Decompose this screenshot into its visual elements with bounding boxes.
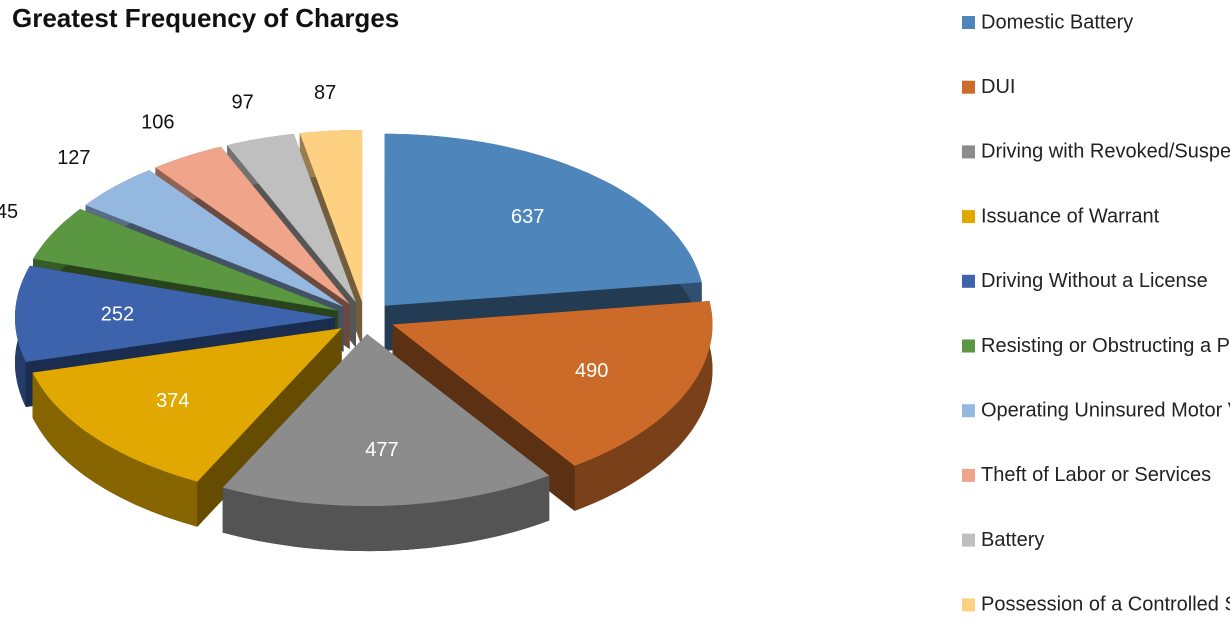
value-label: 374 xyxy=(156,390,189,412)
legend-label: Operating Uninsured Motor Vehicle xyxy=(981,399,1230,421)
value-label: 97 xyxy=(232,91,254,113)
slice-top xyxy=(155,146,350,305)
legend-swatch xyxy=(962,404,975,418)
legend-label: Resisting or Obstructing a Peace Officer xyxy=(981,335,1230,357)
legend-swatch xyxy=(962,274,975,288)
value-label: 127 xyxy=(57,147,90,169)
value-label: 477 xyxy=(365,439,398,461)
legend-swatch xyxy=(962,468,975,482)
slice xyxy=(392,301,713,511)
value-label: 106 xyxy=(141,112,174,134)
value-label: 490 xyxy=(575,360,608,382)
slice xyxy=(222,334,550,552)
legend-label: Driving with Revoked/Suspended License xyxy=(981,141,1230,163)
slice-top xyxy=(15,265,335,362)
legend-label: Theft of Labor or Services xyxy=(981,464,1211,486)
legend-label: DUI xyxy=(981,76,1015,98)
value-label: 87 xyxy=(314,82,336,104)
legend-swatch xyxy=(962,16,975,29)
pie xyxy=(15,130,713,552)
legend-swatch xyxy=(962,145,975,159)
legend-swatch xyxy=(962,80,975,94)
slice-top xyxy=(32,328,342,482)
legend: Domestic Battery DUI Driving with Revoked/… xyxy=(962,11,1230,616)
legend-label: Driving Without a License xyxy=(981,270,1208,292)
chart-title: Greatest Frequency of Charges xyxy=(12,3,399,33)
slice-top xyxy=(384,133,702,306)
legend-label: Battery xyxy=(981,529,1044,551)
legend-swatch xyxy=(962,598,975,612)
slice-top xyxy=(392,301,713,466)
slice-top xyxy=(299,130,363,302)
slice-top xyxy=(222,334,550,507)
slice-side xyxy=(222,475,550,552)
legend-swatch xyxy=(962,339,975,353)
value-label: 252 xyxy=(101,303,134,325)
slice-top xyxy=(33,209,339,311)
legend-swatch xyxy=(962,210,975,224)
legend-label: Possession of a Controlled Substance xyxy=(981,594,1230,616)
value-labels: 637 490 477 374 252 145 127 106 97 87 xyxy=(0,82,608,461)
slice xyxy=(32,328,342,527)
slice-side xyxy=(32,372,198,527)
legend-label: Domestic Battery xyxy=(981,11,1133,33)
slice-top xyxy=(227,133,356,303)
slice-top xyxy=(85,170,344,307)
value-label: 637 xyxy=(511,206,544,228)
value-label: 145 xyxy=(0,201,18,223)
legend-swatch xyxy=(962,533,975,547)
legend-label: Issuance of Warrant xyxy=(981,205,1160,227)
slice-side xyxy=(574,301,713,511)
